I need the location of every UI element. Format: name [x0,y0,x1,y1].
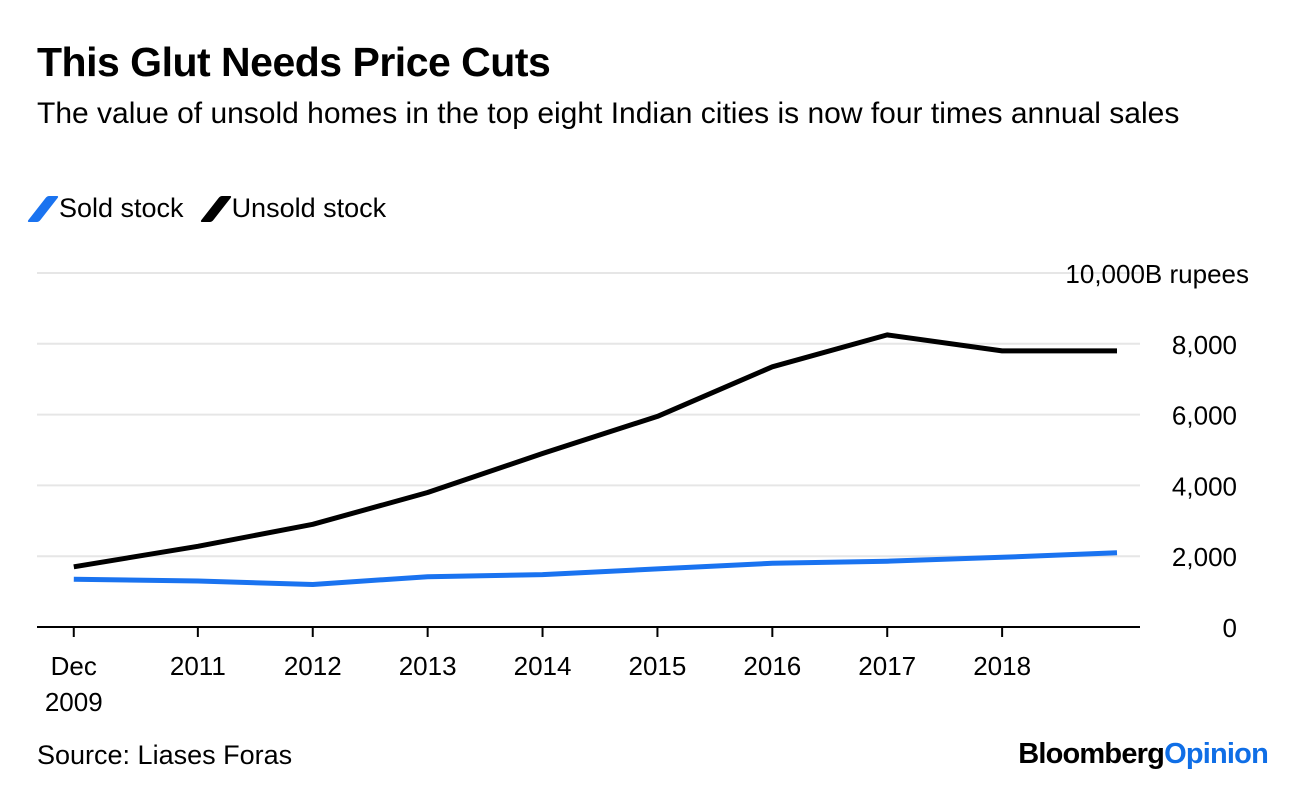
legend-label-unsold: Unsold stock [231,193,387,223]
y-tick-label: 0 [1223,613,1237,643]
legend: Sold stock Unsold stock [26,193,412,224]
x-tick-label: 2018 [973,651,1031,681]
x-tick-label: 2014 [514,651,572,681]
x-tick-label: 2013 [399,651,457,681]
x-tick-label: Dec [51,651,97,681]
series-line-sold-stock [73,550,1118,587]
y-tick-label: 8,000 [1172,330,1237,360]
legend-item-unsold: Unsold stock [199,193,387,224]
series-line-unsold-stock [73,332,1117,570]
y-tick-label: 2,000 [1172,542,1237,572]
x-tick-label: 2015 [629,651,687,681]
brand-logo-part1: Bloomberg [1018,738,1165,770]
legend-item-sold: Sold stock [26,193,184,224]
x-tick-label: 2012 [284,651,342,681]
x-tick-label: 2011 [170,651,226,681]
x-tick-label: 2016 [743,651,801,681]
brand-logo-part2: Opinion [1164,738,1269,770]
chart-title: This Glut Needs Price Cuts [37,39,551,85]
y-tick-label: 4,000 [1172,471,1237,501]
y-axis-unit-label: 10,000B rupees [1065,259,1249,289]
source-note: Source: Liases Foras [37,740,293,770]
brand-logo: BloombergOpinion [1018,738,1269,771]
x-tick-label: 2017 [858,651,916,681]
x-tick-label: 2009 [45,687,103,717]
chart-subtitle: The value of unsold homes in the top eig… [37,97,1180,130]
legend-label-sold: Sold stock [59,193,184,223]
y-tick-label: 6,000 [1172,401,1237,431]
